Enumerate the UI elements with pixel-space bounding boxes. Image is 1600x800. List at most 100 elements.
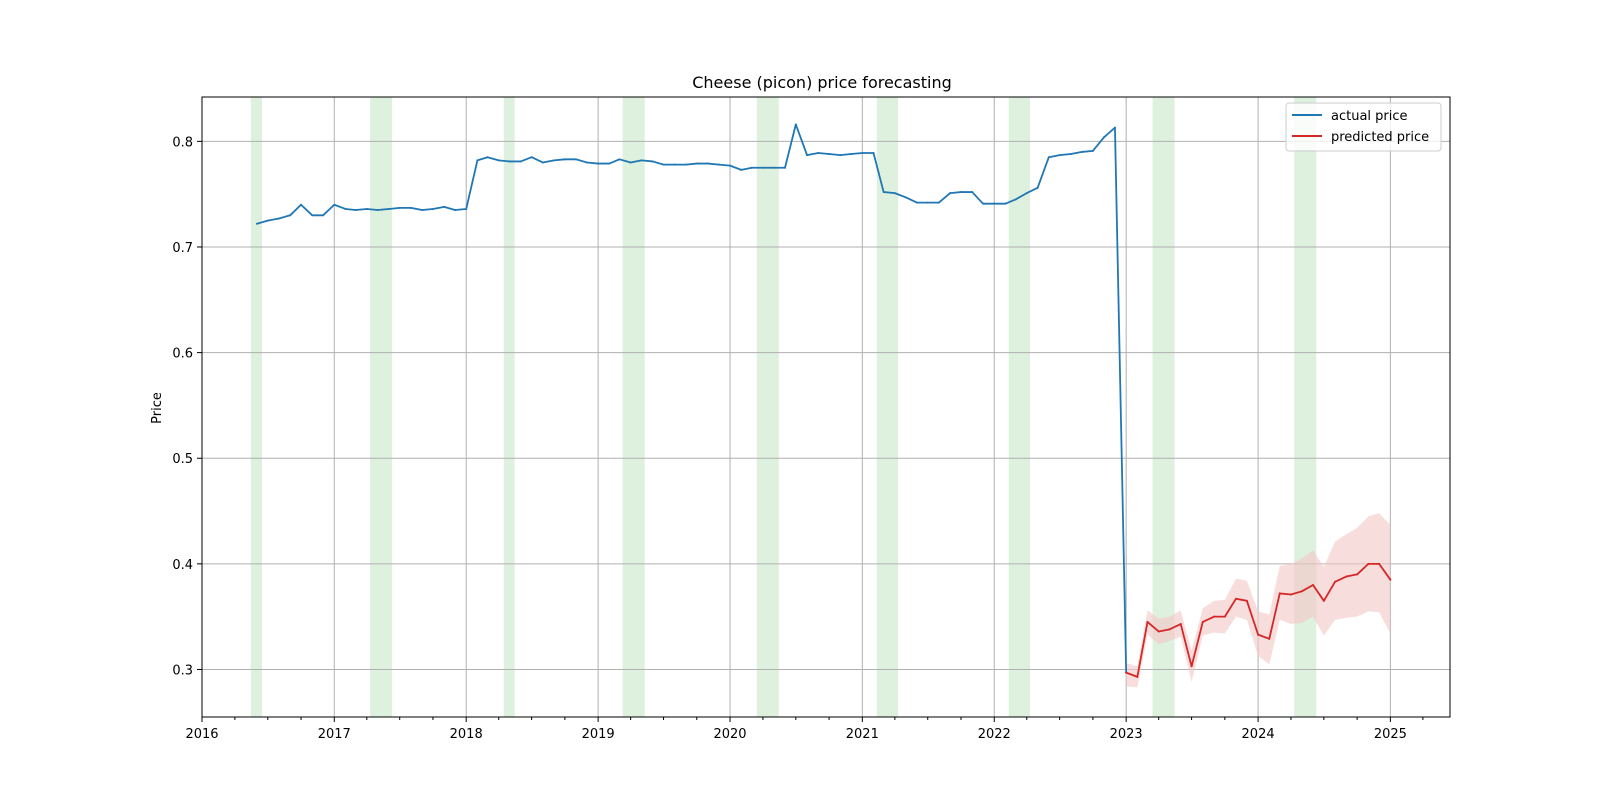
x-tick-label-6: 2022 xyxy=(978,727,1011,742)
data-point-predicted xyxy=(1136,675,1139,678)
data-point-actual xyxy=(398,206,401,209)
data-point-predicted xyxy=(1278,592,1281,595)
data-point-actual xyxy=(530,156,533,159)
data-point-actual xyxy=(794,123,797,126)
data-point-actual xyxy=(706,162,709,165)
data-point-predicted xyxy=(1168,628,1171,631)
y-axis-label: Price xyxy=(150,392,165,424)
data-point-actual xyxy=(597,162,600,165)
data-point-predicted xyxy=(1146,620,1149,623)
x-tick-label-3: 2019 xyxy=(582,727,615,742)
data-point-actual xyxy=(640,159,643,162)
data-point-predicted xyxy=(1367,562,1370,565)
chart-title: Cheese (picon) price forecasting xyxy=(692,73,952,92)
data-point-actual xyxy=(443,205,446,208)
data-point-actual xyxy=(772,166,775,169)
data-point-predicted xyxy=(1223,615,1226,618)
data-point-predicted xyxy=(1257,633,1260,636)
data-point-predicted xyxy=(1289,593,1292,596)
data-point-predicted xyxy=(1157,630,1160,633)
data-point-actual xyxy=(431,207,434,210)
data-point-predicted xyxy=(1245,599,1248,602)
data-point-predicted xyxy=(1190,665,1193,668)
legend-label-predicted: predicted price xyxy=(1331,130,1429,145)
data-point-actual xyxy=(1004,202,1007,205)
data-point-actual xyxy=(662,163,665,166)
data-point-actual xyxy=(266,219,269,222)
y-tick-label-1: 0.4 xyxy=(172,558,193,573)
series-line-actual xyxy=(256,123,1128,673)
data-point-actual xyxy=(839,154,842,157)
data-point-actual xyxy=(1047,156,1050,159)
data-point-predicted xyxy=(1334,580,1337,583)
plot-frame xyxy=(201,96,1451,718)
data-point-actual xyxy=(695,162,698,165)
x-tick-label-8: 2024 xyxy=(1242,727,1275,742)
data-point-actual xyxy=(1058,154,1061,157)
data-point-actual xyxy=(893,192,896,195)
data-point-actual xyxy=(486,156,489,159)
data-point-actual xyxy=(783,166,786,169)
data-point-predicted xyxy=(1201,620,1204,623)
data-point-actual xyxy=(1036,186,1039,189)
data-point-actual xyxy=(750,166,753,169)
data-point-actual xyxy=(717,163,720,166)
x-tick-label-9: 2025 xyxy=(1374,727,1407,742)
data-point-actual xyxy=(817,151,820,154)
data-point-actual xyxy=(673,163,676,166)
data-point-actual xyxy=(476,159,479,162)
data-point-predicted xyxy=(1179,623,1182,626)
x-tick-label-1: 2017 xyxy=(318,727,351,742)
data-point-actual xyxy=(806,154,809,157)
y-tick-label-2: 0.5 xyxy=(172,452,193,467)
data-point-predicted xyxy=(1212,615,1215,618)
data-point-actual xyxy=(993,202,996,205)
grid xyxy=(201,97,1450,717)
data-point-predicted xyxy=(1322,599,1325,602)
data-point-actual xyxy=(387,207,390,210)
x-tick-label-2: 2018 xyxy=(450,727,483,742)
data-point-actual xyxy=(872,151,875,154)
legend-box xyxy=(1285,102,1442,152)
data-point-actual xyxy=(409,206,412,209)
data-point-actual xyxy=(850,153,853,156)
data-point-actual xyxy=(729,164,732,167)
data-point-actual xyxy=(575,158,578,161)
data-point-actual xyxy=(882,191,885,194)
data-point-actual xyxy=(365,207,368,210)
data-point-actual xyxy=(497,159,500,162)
data-point-actual xyxy=(344,207,347,210)
data-point-actual xyxy=(300,203,303,206)
data-point-actual xyxy=(608,162,611,165)
y-tick-label-5: 0.8 xyxy=(172,135,193,150)
data-point-actual xyxy=(915,201,918,204)
data-point-actual xyxy=(453,209,456,212)
data-point-actual xyxy=(949,192,952,195)
data-point-actual xyxy=(904,196,907,199)
data-point-actual xyxy=(959,191,962,194)
data-point-actual xyxy=(553,159,556,162)
data-point-actual xyxy=(740,168,743,171)
series-lines xyxy=(255,123,1392,678)
data-point-actual xyxy=(508,160,511,163)
confidence-band xyxy=(1126,513,1391,688)
shaded-period-7 xyxy=(1152,97,1175,717)
legend: actual price predicted price xyxy=(1285,102,1442,152)
shaded-period-2 xyxy=(503,97,515,717)
shaded-period-5 xyxy=(876,97,899,717)
data-point-actual xyxy=(651,160,654,163)
data-point-actual xyxy=(684,163,687,166)
data-point-actual xyxy=(926,201,929,204)
data-point-actual xyxy=(982,202,985,205)
data-point-predicted xyxy=(1268,637,1271,640)
x-tick-label-0: 2016 xyxy=(185,727,218,742)
data-point-actual xyxy=(541,161,544,164)
x-tick-label-4: 2020 xyxy=(713,727,746,742)
data-point-predicted xyxy=(1125,671,1128,674)
data-point-actual xyxy=(563,158,566,161)
shaded-period-1 xyxy=(370,97,393,717)
data-point-actual xyxy=(519,160,522,163)
data-point-actual xyxy=(971,191,974,194)
data-point-actual xyxy=(629,161,632,164)
